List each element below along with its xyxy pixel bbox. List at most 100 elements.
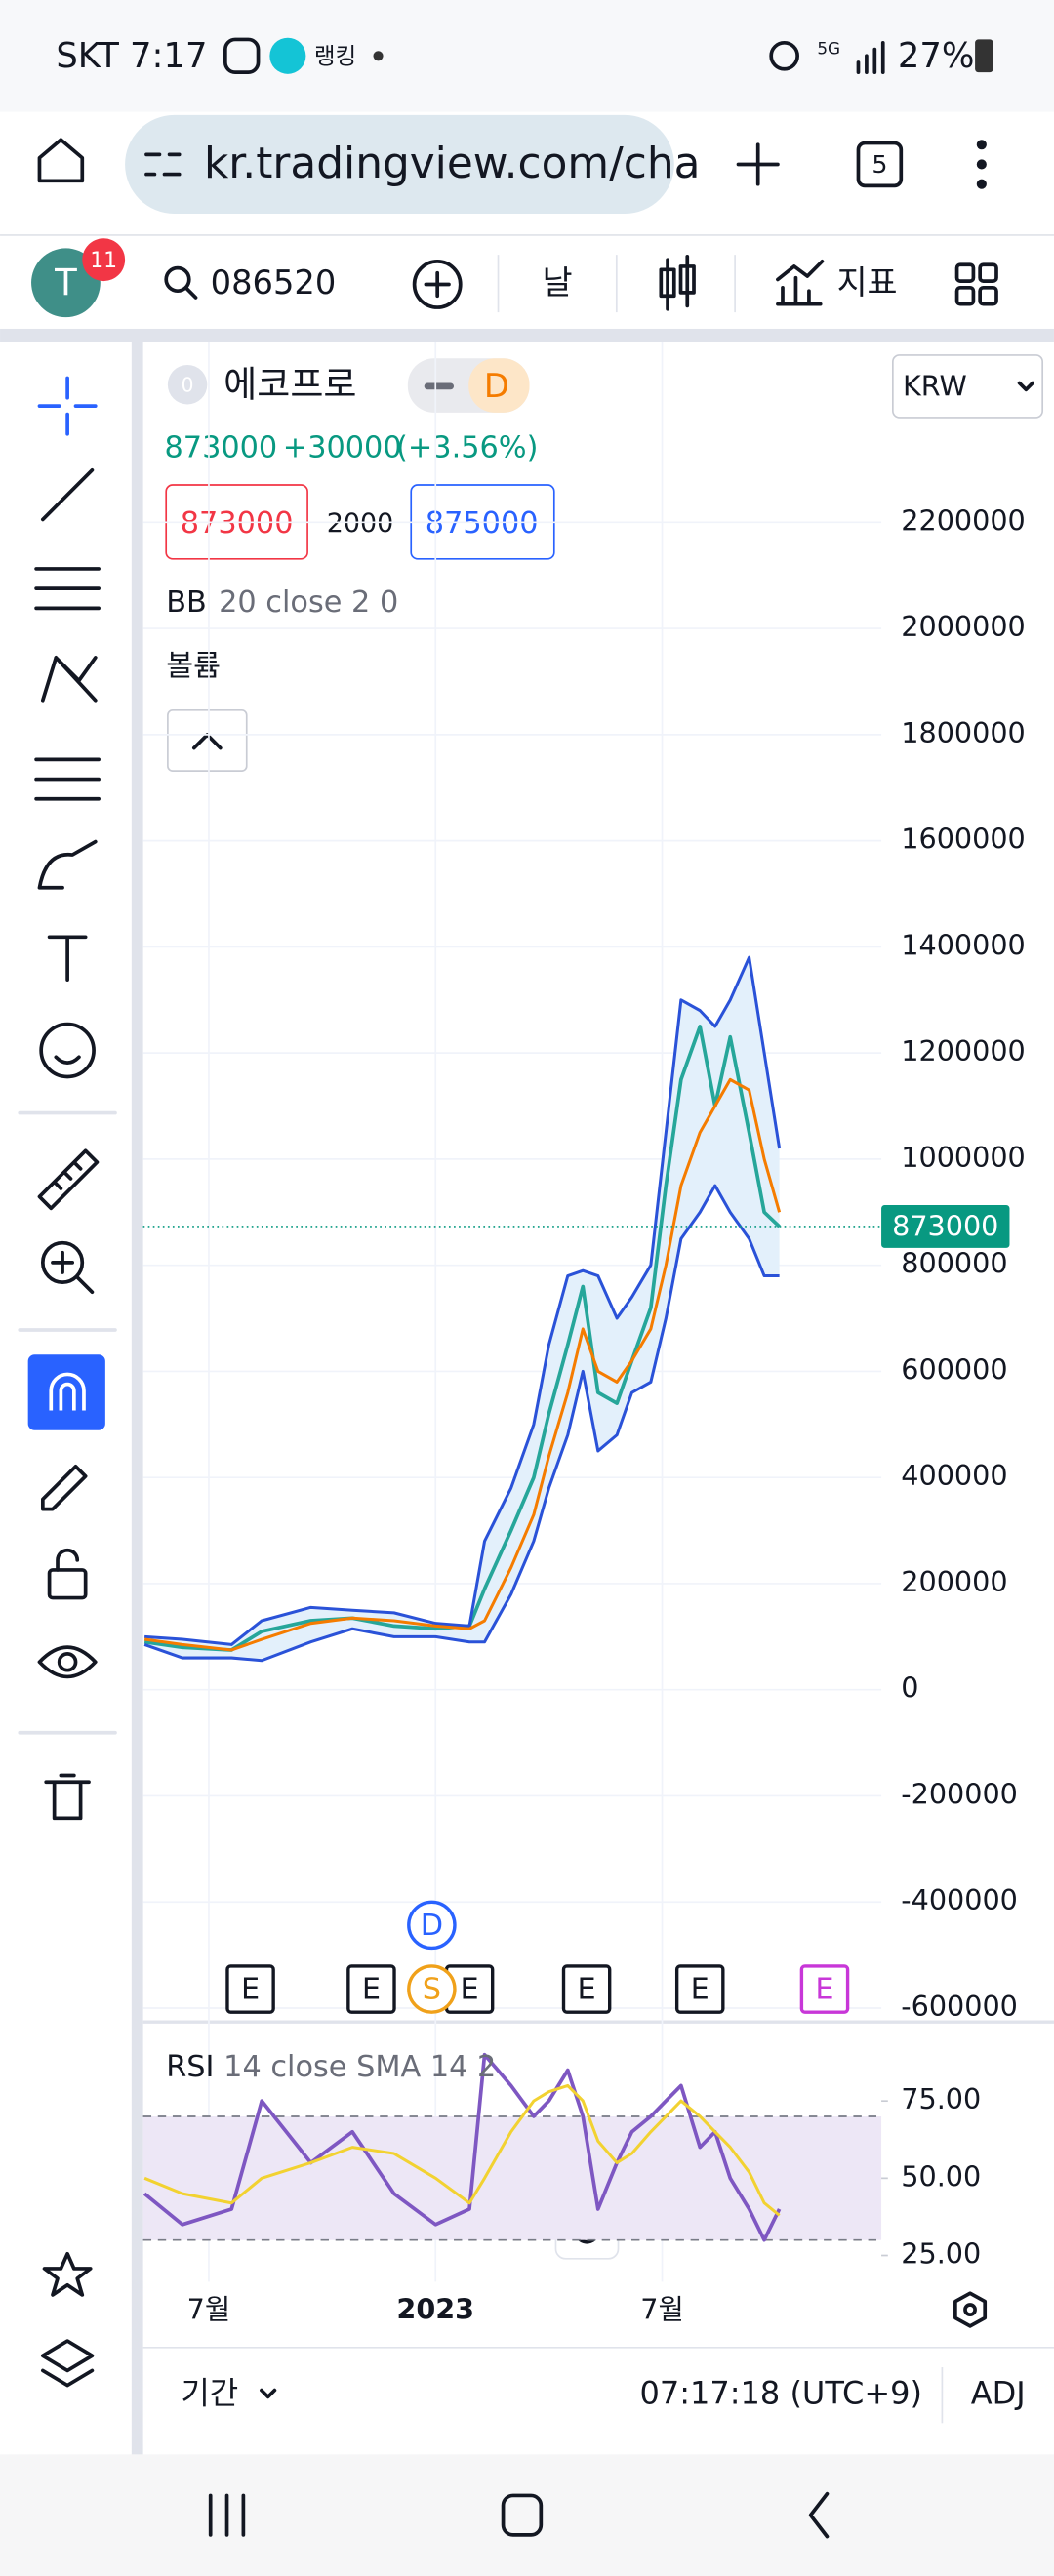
range-caret	[260, 2388, 277, 2399]
magnet-button[interactable]	[27, 1354, 105, 1430]
y-tick-label: 800000	[901, 1247, 1007, 1280]
y-tick-label: -400000	[901, 1883, 1018, 1916]
pane-subtitle: 14 close SMA 14 2	[223, 2050, 496, 2084]
interval-badge: D	[484, 367, 509, 405]
indicator-name[interactable]: BB	[166, 585, 207, 620]
lock-shackle	[56, 1548, 80, 1572]
avatar-letter: T	[54, 262, 77, 303]
brush-tool[interactable]	[37, 839, 98, 890]
nav-bar	[0, 2454, 1054, 2576]
y-tick-label: -200000	[901, 1777, 1018, 1810]
back-button[interactable]	[808, 2491, 830, 2539]
emoji-tool[interactable]	[39, 1022, 96, 1079]
zoom-tool[interactable]	[40, 1240, 85, 1284]
event-marker	[407, 1900, 457, 1951]
chart-type-button[interactable]	[659, 254, 696, 311]
y-tick-label: 50.00	[901, 2159, 981, 2193]
y-tick-label: 1600000	[901, 823, 1026, 856]
crosshair-tool[interactable]	[37, 376, 98, 436]
home-nav-button[interactable]	[501, 2493, 544, 2537]
battery-icon	[975, 39, 993, 73]
signal-icon	[856, 40, 885, 74]
clock[interactable]: 07:17:18 (UTC+9)	[640, 2375, 922, 2412]
y-tick-label: 1000000	[901, 1141, 1026, 1174]
site-settings-icon[interactable]	[144, 152, 182, 177]
y-tick-label: 1800000	[901, 716, 1026, 749]
adjust-button[interactable]: ADJ	[971, 2375, 1026, 2412]
search-icon[interactable]	[164, 265, 191, 294]
series-line	[142, 2052, 782, 2242]
lock-all-tool[interactable]	[47, 1568, 88, 1600]
event-marker	[799, 1964, 850, 2014]
menu-button[interactable]	[976, 140, 987, 189]
currency-caret	[1017, 381, 1034, 392]
symbol-input[interactable]: 086520	[211, 263, 337, 302]
event-marker	[561, 1964, 612, 2014]
exchange-badge-text: 0	[182, 373, 194, 396]
x-tick-label: 2023	[396, 2293, 474, 2326]
y-tick-label: 75.00	[901, 2082, 981, 2115]
series-line	[143, 1077, 782, 1652]
lock-tools	[18, 1464, 117, 2388]
forecast-tool[interactable]	[34, 757, 101, 801]
event-marker	[407, 1964, 457, 2014]
network-icon: 5G	[817, 39, 840, 59]
lock-drawings-tool[interactable]	[40, 1464, 88, 1511]
dot	[373, 51, 384, 61]
chart-area: -600000 -400000 -200000 0 200000 400000 600000…	[142, 342, 1026, 2326]
exchange-badge	[167, 365, 208, 405]
compare-button[interactable]	[412, 260, 463, 309]
search-icon-handle	[183, 285, 198, 300]
currency-select[interactable]	[892, 354, 1044, 419]
interval-button[interactable]: 날	[543, 263, 573, 302]
status-pill-right	[468, 358, 530, 413]
tabs-button[interactable]	[856, 141, 904, 188]
last-price-label: 873000	[892, 1210, 998, 1243]
volume-indicator[interactable]: 볼륨	[166, 650, 221, 684]
y-tick-label: 400000	[901, 1459, 1007, 1492]
delete-tool[interactable]	[44, 1773, 91, 1821]
settings-dot	[963, 2303, 977, 2316]
trend-line-tool[interactable]	[40, 467, 95, 522]
home-button[interactable]	[37, 138, 85, 183]
url-text: kr.tradingview.com/cha	[204, 139, 701, 188]
indicators-button[interactable]: 지표	[837, 263, 898, 302]
indicators-icon[interactable]	[776, 260, 825, 306]
emoji-smile	[54, 1055, 81, 1066]
ruler-tool[interactable]	[37, 1148, 100, 1211]
hide-tool[interactable]	[37, 1645, 98, 1679]
status-bar	[0, 0, 1054, 112]
favorites-tool[interactable]	[42, 2251, 93, 2297]
notification-count: 11	[90, 249, 117, 273]
y-tick-label: 2200000	[901, 503, 1026, 537]
recents-button[interactable]	[208, 2493, 246, 2537]
event-label: E	[691, 1973, 709, 2007]
pattern-tool[interactable]	[40, 656, 98, 703]
fib-tool[interactable]	[34, 567, 101, 611]
settings-button[interactable]	[953, 2291, 988, 2328]
y-tick-label: 2000000	[901, 610, 1026, 643]
event-label: E	[241, 1973, 260, 2007]
series-line	[143, 1025, 781, 1652]
layout-button[interactable]	[954, 262, 998, 306]
url-bar[interactable]	[125, 114, 674, 215]
new-tab-button[interactable]	[736, 142, 780, 186]
event-label: S	[423, 1973, 441, 2007]
indicator-params: 20 close 2 0	[219, 585, 398, 620]
y-tick-label: 1400000	[901, 928, 1026, 961]
compare-plus	[424, 270, 451, 299]
battery-text: 27%	[898, 36, 975, 76]
symbol-name[interactable]: 에코프로	[223, 363, 356, 405]
last-price-tag	[881, 1205, 1010, 1248]
pane-title: RSI	[166, 2050, 214, 2084]
range-button[interactable]: 기간	[181, 2375, 238, 2412]
y-tick-label: 0	[901, 1671, 918, 1705]
series-line	[144, 955, 782, 1646]
text-tool[interactable]	[47, 935, 88, 982]
tab-count: 5	[872, 150, 887, 179]
event-marker	[674, 1964, 725, 2014]
collapse-button[interactable]	[167, 708, 248, 772]
object-tree-tool[interactable]	[40, 2339, 95, 2388]
eye-pupil	[57, 1652, 78, 1672]
